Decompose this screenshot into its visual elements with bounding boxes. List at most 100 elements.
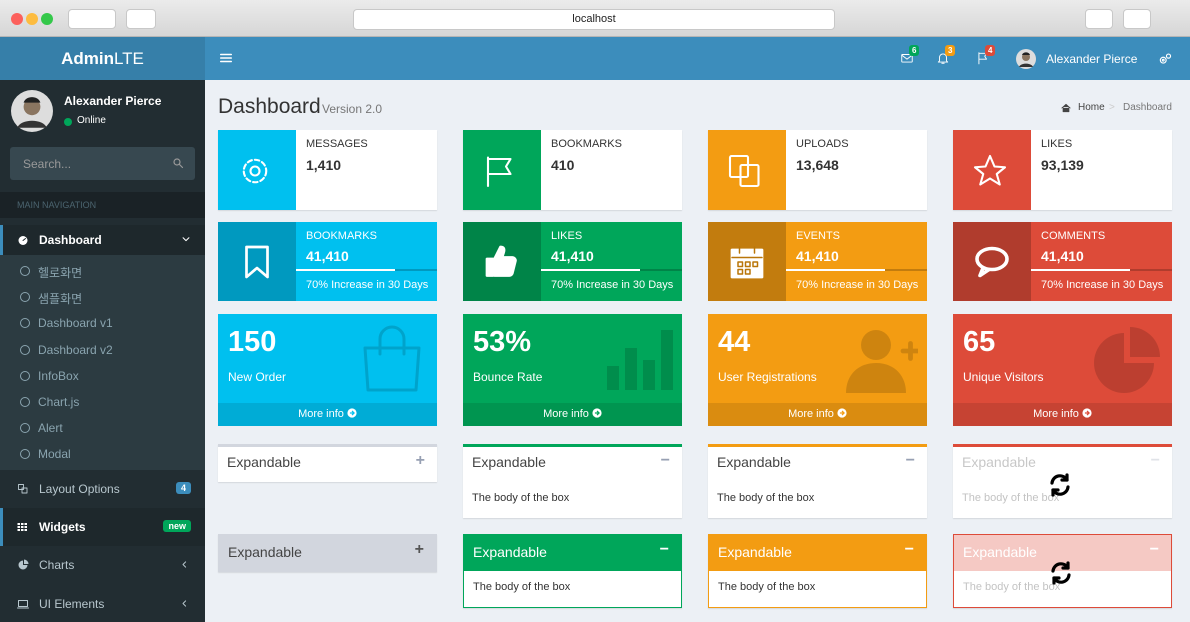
box-tool[interactable]: + bbox=[414, 541, 424, 558]
menu-item[interactable]: Charts bbox=[0, 546, 205, 584]
icon-shape bbox=[182, 561, 187, 568]
small-box-label: Unique Visitors bbox=[963, 370, 1044, 384]
small-box-icon bbox=[1091, 324, 1163, 396]
logo[interactable]: AdminLTE bbox=[0, 37, 205, 80]
box-title: Expandable bbox=[227, 454, 301, 470]
circle-icon bbox=[20, 397, 30, 407]
small-box-footer[interactable]: More info bbox=[953, 403, 1172, 426]
submenu-item[interactable]: Chart.js bbox=[0, 391, 205, 415]
icon-shape bbox=[178, 163, 184, 169]
arrow-icon bbox=[347, 408, 357, 418]
progress-box: COMMENTS 41,410 70% Increase in 30 Days bbox=[953, 222, 1172, 301]
box: Expandable − The body of the box bbox=[463, 534, 682, 608]
box-body: The body of the box bbox=[717, 492, 815, 504]
url-bar[interactable]: localhost bbox=[353, 9, 835, 30]
submenu-item[interactable]: 샘플화면 bbox=[0, 286, 205, 310]
icon-shape bbox=[17, 523, 27, 531]
circle-icon bbox=[20, 318, 30, 329]
icon bbox=[846, 330, 918, 393]
submenu-item[interactable]: Dashboard v2 bbox=[0, 339, 205, 363]
icon-shape bbox=[901, 54, 913, 63]
notification-icon[interactable] bbox=[976, 51, 990, 65]
notification-icon[interactable] bbox=[900, 51, 914, 65]
icon bbox=[182, 237, 190, 242]
box-tool[interactable]: + bbox=[415, 452, 425, 469]
menu-item[interactable]: Layout Options 4 bbox=[0, 470, 205, 508]
menu-item[interactable]: UI Elements bbox=[0, 585, 205, 622]
circle-icon bbox=[20, 344, 30, 355]
browser-toolbar: localhost bbox=[0, 0, 1190, 37]
maximize-button[interactable] bbox=[41, 13, 53, 25]
icon bbox=[975, 246, 1009, 278]
progress-box: LIKES 41,410 70% Increase in 30 Days bbox=[463, 222, 682, 301]
icon bbox=[17, 523, 27, 531]
sidebar: Alexander Pierce Online Search... MAIN NAVI… bbox=[0, 80, 205, 622]
user-name[interactable]: Alexander Pierce bbox=[1046, 52, 1138, 66]
search-box[interactable]: Search... bbox=[10, 147, 195, 180]
submenu-item[interactable]: 헬로화면 bbox=[0, 260, 205, 284]
box-tool[interactable]: − bbox=[904, 541, 914, 558]
progress-description: 70% Increase in 30 Days bbox=[551, 279, 674, 291]
footer-text: More info bbox=[788, 408, 834, 420]
small-box-footer[interactable]: More info bbox=[218, 403, 437, 426]
icon bbox=[219, 53, 233, 63]
submenu-item[interactable]: Alert bbox=[0, 417, 205, 441]
tabs-button[interactable] bbox=[1123, 9, 1151, 29]
submenu-item[interactable]: Modal bbox=[0, 443, 205, 467]
small-box-value: 150 bbox=[228, 326, 277, 358]
small-box-footer[interactable]: More info bbox=[708, 403, 927, 426]
submenu-label: Alert bbox=[38, 421, 63, 436]
loading-overlay bbox=[953, 447, 1172, 518]
content: Dashboard Version 2.0 Home > Dashboard MESSAG… bbox=[205, 80, 1190, 622]
submenu-item[interactable]: Dashboard v1 bbox=[0, 312, 205, 336]
box-tool[interactable]: − bbox=[660, 452, 670, 469]
user-name: Alexander Pierce bbox=[64, 94, 162, 108]
box-body: The body of the box bbox=[473, 581, 571, 593]
sidebar-button[interactable] bbox=[126, 9, 156, 29]
icon-shape bbox=[594, 410, 600, 416]
submenu-label: 샘플화면 bbox=[38, 292, 83, 307]
menu-icon bbox=[16, 521, 28, 533]
settings-icon[interactable] bbox=[1158, 52, 1172, 66]
icon-shape bbox=[937, 53, 949, 64]
icon-shape bbox=[728, 154, 750, 179]
icon-shape bbox=[901, 54, 913, 60]
small-box-icon bbox=[846, 324, 918, 396]
menu-item-active[interactable]: Dashboard bbox=[0, 225, 205, 255]
breadcrumb-home[interactable]: Home bbox=[1078, 102, 1105, 113]
submenu-label: Chart.js bbox=[38, 395, 80, 409]
minimize-button[interactable] bbox=[26, 13, 38, 25]
icon bbox=[486, 156, 512, 188]
menu-item[interactable]: Widgets new bbox=[0, 508, 205, 546]
icon-shape bbox=[1019, 63, 1033, 67]
box-tool[interactable]: − bbox=[905, 452, 915, 469]
submenu-item[interactable]: InfoBox bbox=[0, 365, 205, 389]
icon bbox=[1061, 103, 1071, 113]
progress-bar bbox=[1031, 269, 1130, 271]
close-button[interactable] bbox=[11, 13, 23, 25]
box-tool[interactable]: − bbox=[659, 541, 669, 558]
info-box-icon bbox=[218, 130, 296, 210]
icon-shape bbox=[973, 154, 1007, 186]
icon-shape bbox=[1161, 58, 1165, 62]
nav-buttons[interactable] bbox=[68, 9, 116, 29]
icon-shape bbox=[975, 246, 1009, 272]
share-button[interactable] bbox=[1085, 9, 1113, 29]
icon-shape bbox=[839, 410, 845, 416]
url-text: localhost bbox=[572, 13, 616, 25]
icon bbox=[1050, 473, 1070, 497]
progress-box-value: 41,410 bbox=[551, 248, 594, 264]
sidebar-toggle[interactable] bbox=[219, 51, 233, 65]
home-icon bbox=[1061, 103, 1071, 113]
box-header bbox=[219, 535, 436, 571]
section-header: MAIN NAVIGATION bbox=[0, 192, 205, 218]
small-box-footer[interactable]: More info bbox=[463, 403, 682, 426]
footer-text: More info bbox=[543, 408, 589, 420]
arrow-icon bbox=[837, 408, 847, 418]
small-box-value: 53% bbox=[473, 326, 532, 358]
notification-icon[interactable] bbox=[936, 51, 950, 65]
logo-bold: Admin bbox=[61, 49, 114, 68]
progress-bar bbox=[296, 269, 395, 271]
menu-icon bbox=[17, 559, 29, 571]
